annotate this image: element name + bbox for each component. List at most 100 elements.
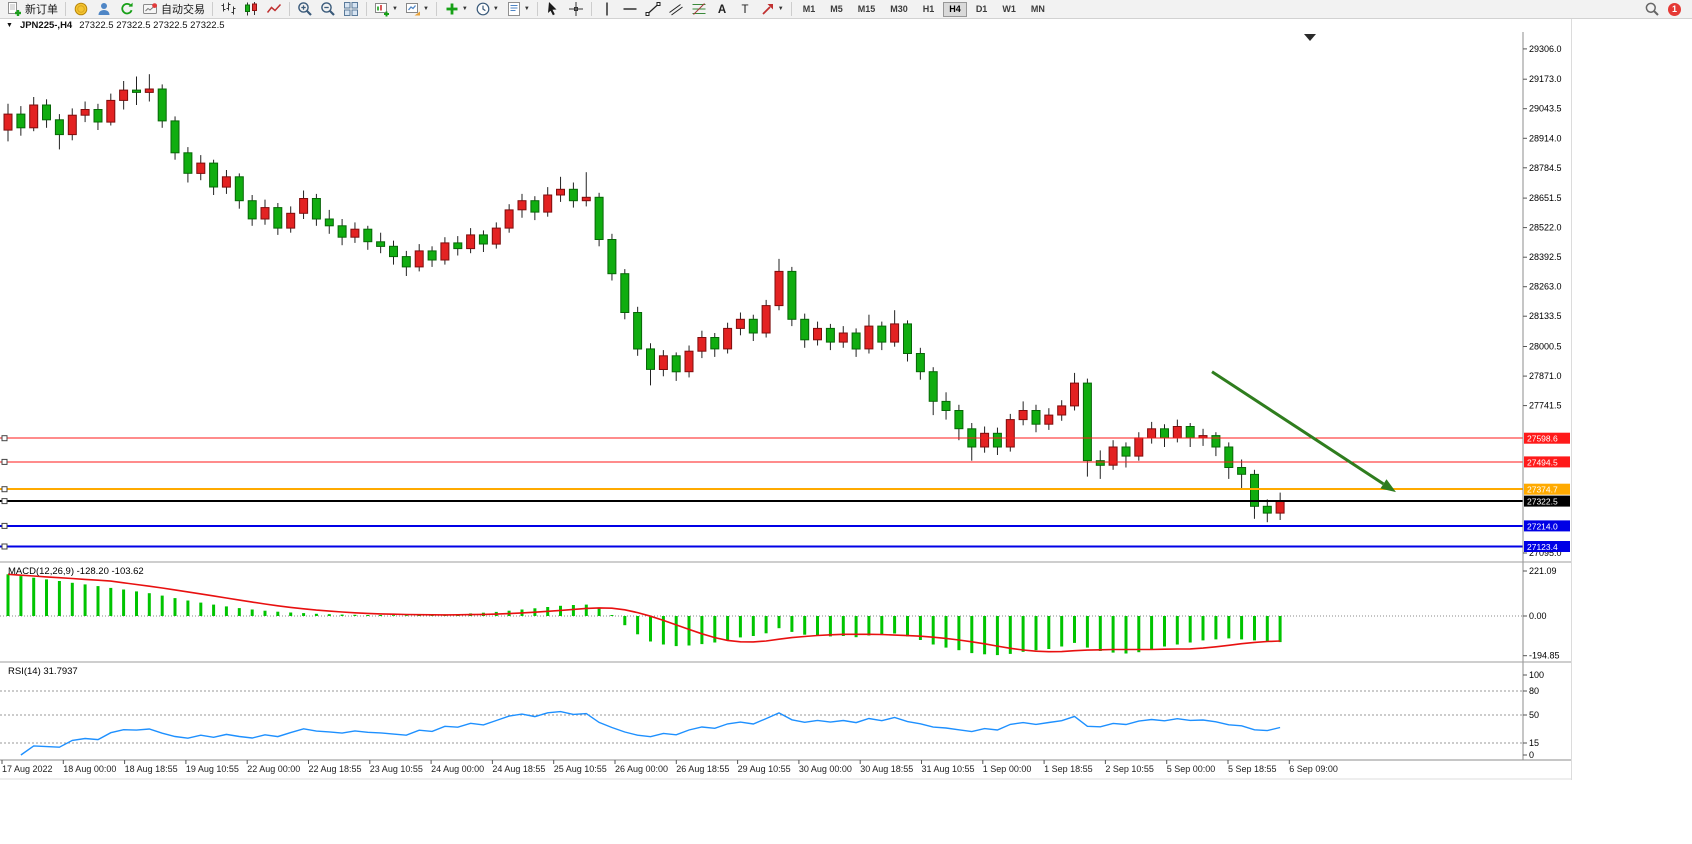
candle — [3, 103, 13, 142]
candles-icon — [245, 2, 257, 16]
horizontal-line-button[interactable] — [619, 0, 641, 19]
candle — [401, 250, 411, 276]
zoom-in-icon — [298, 2, 312, 16]
dropdown-caret-icon[interactable]: ▼ — [461, 6, 468, 12]
macd-bar — [893, 616, 897, 634]
timeframe-h1-button[interactable]: H1 — [922, 3, 935, 14]
grid-icon — [344, 2, 358, 16]
new-chart-button[interactable]: ▼ — [371, 0, 401, 19]
candlestick-chart-button[interactable] — [240, 0, 262, 19]
price-tick-label: 29043.5 — [1529, 104, 1562, 114]
chart-shift-marker[interactable] — [1304, 34, 1316, 41]
community-button[interactable] — [93, 0, 115, 19]
dropdown-caret-icon[interactable]: ▼ — [422, 6, 429, 12]
macd-bar — [828, 616, 832, 637]
candle — [864, 314, 874, 354]
macd-bar — [636, 616, 640, 635]
timeframe-m30-button[interactable]: M30 — [890, 3, 908, 14]
macd-bar — [995, 616, 999, 656]
candle — [93, 103, 103, 130]
fibo-icon — [692, 3, 706, 15]
new-order-button[interactable]: 新订单 — [3, 0, 61, 19]
candle — [196, 155, 206, 181]
dropdown-caret-icon[interactable]: ▼ — [392, 6, 398, 12]
candle — [838, 326, 848, 348]
macd-bar — [777, 616, 781, 629]
macd-axis-label: -194.85 — [1529, 651, 1560, 661]
deposit-button[interactable] — [70, 0, 92, 19]
toolbar-separator — [536, 2, 538, 16]
timeframe-m15-button[interactable]: M15 — [857, 3, 876, 14]
cursor-button[interactable] — [542, 0, 564, 19]
trendline-button[interactable] — [642, 0, 664, 19]
timeframe-d1-button[interactable]: D1 — [975, 3, 988, 14]
candle — [350, 222, 360, 243]
macd-bar — [751, 616, 755, 636]
zoom-out-icon — [321, 2, 335, 16]
line-handle[interactable] — [1, 522, 8, 529]
timeframe-mn-button[interactable]: MN — [1030, 3, 1045, 14]
macd-bar — [1163, 616, 1166, 647]
macd-bar — [906, 616, 909, 637]
timeframe-m5-button[interactable]: M5 — [830, 3, 843, 14]
candle — [761, 299, 771, 338]
candle — [234, 173, 244, 209]
notification-badge[interactable]: 1 — [1668, 2, 1681, 16]
label-button[interactable]: T — [734, 0, 756, 19]
zoom-in-button[interactable] — [294, 0, 316, 19]
collapse-chart-icon[interactable]: ▼ — [6, 22, 13, 29]
macd-bar — [841, 616, 845, 636]
trend-arrow-object[interactable] — [1211, 370, 1385, 486]
line-chart-button[interactable] — [263, 0, 285, 19]
macd-bar — [32, 577, 36, 616]
search-button[interactable] — [1641, 0, 1663, 19]
text-button[interactable]: A — [711, 0, 733, 19]
timeframe-w1-button[interactable]: W1 — [1002, 3, 1016, 14]
dropdown-caret-icon[interactable]: ▼ — [492, 6, 499, 12]
macd-axis-label: 0.00 — [1529, 611, 1547, 621]
macd-bar — [623, 616, 627, 626]
chart-canvas[interactable]: 29306.0 29173.0 29043.5 28914.0 28784.5 28651… — [0, 32, 1692, 780]
refresh-button[interactable] — [116, 0, 138, 19]
profiles-button[interactable]: ▼ — [402, 0, 432, 19]
tile-windows-button[interactable] — [340, 0, 362, 19]
candle — [1018, 401, 1028, 426]
candle — [311, 193, 321, 226]
trend-arrow-head[interactable] — [1380, 479, 1396, 493]
line-handle[interactable] — [1, 543, 8, 550]
line-handle[interactable] — [1, 498, 8, 505]
candle — [568, 182, 578, 208]
candle — [1121, 442, 1131, 468]
equidistant-channel-button[interactable] — [665, 0, 687, 19]
vertical-line-button[interactable] — [596, 0, 618, 19]
autotrading-button[interactable]: 自动交易 — [139, 0, 208, 19]
zoom-out-button[interactable] — [317, 0, 339, 19]
timeframe-h4-button[interactable]: H4 — [943, 1, 967, 17]
indicators-button[interactable]: ▼ — [441, 0, 471, 19]
templates-button[interactable]: ▼ — [503, 0, 533, 19]
price-tag-label: 27374.7 — [1527, 485, 1558, 495]
time-label: 24 Aug 18:55 — [492, 764, 545, 774]
price-tag — [1524, 483, 1570, 495]
dropdown-caret-icon[interactable]: ▼ — [523, 6, 530, 12]
vline-icon — [606, 2, 608, 16]
arrows-button[interactable]: ▼ — [757, 0, 787, 19]
clock-icon — [476, 2, 490, 16]
bar-chart-button[interactable] — [217, 0, 239, 19]
crosshair-button[interactable] — [565, 0, 587, 19]
candle — [877, 321, 887, 351]
candle — [504, 204, 514, 233]
line-handle[interactable] — [1, 486, 8, 493]
macd-bar — [687, 616, 691, 646]
price-tick-label: 28263.0 — [1529, 282, 1562, 292]
candle — [299, 190, 309, 219]
line-handle[interactable] — [1, 458, 8, 465]
line-handle[interactable] — [1, 435, 8, 442]
timeframe-m1-button[interactable]: M1 — [802, 3, 816, 14]
dropdown-caret-icon[interactable]: ▼ — [777, 6, 784, 12]
fibonacci-button[interactable] — [688, 0, 710, 19]
chart-plot-area[interactable] — [0, 32, 1523, 562]
candle — [530, 196, 540, 221]
periods-button[interactable]: ▼ — [472, 0, 502, 19]
macd-signal-line — [7, 573, 1281, 653]
